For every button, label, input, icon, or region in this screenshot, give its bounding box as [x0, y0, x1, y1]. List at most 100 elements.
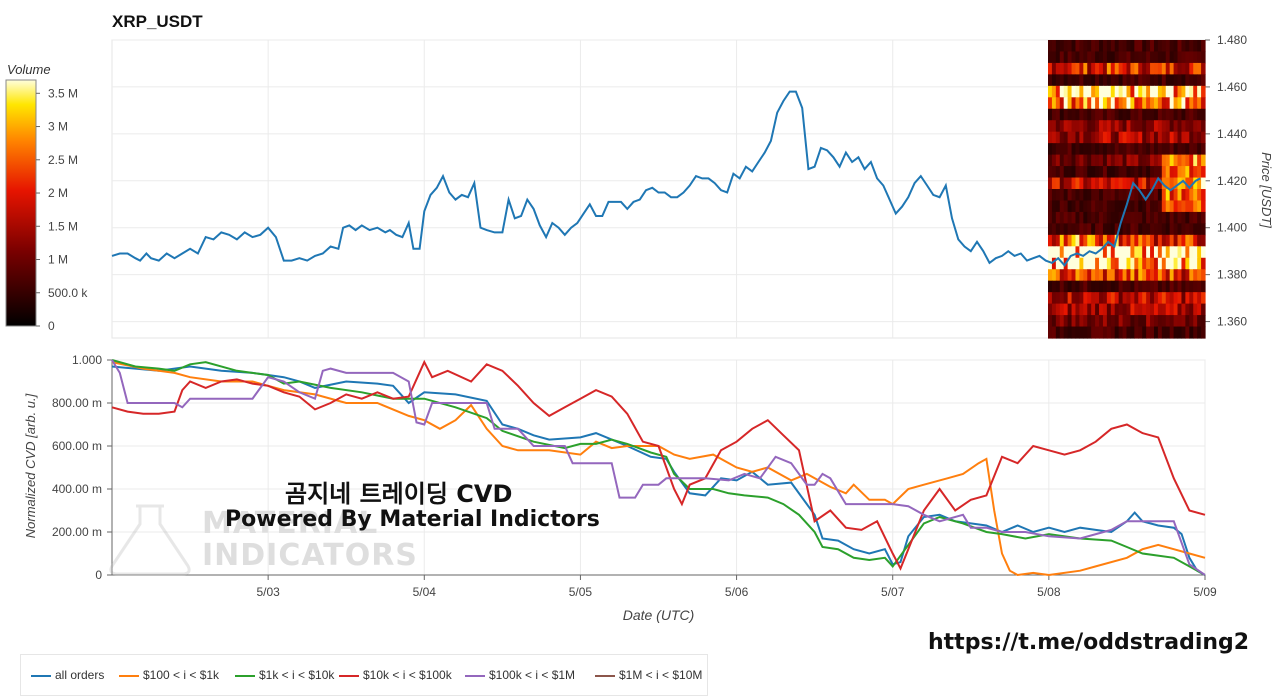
heatmap-cell	[1173, 177, 1179, 190]
legend-item[interactable]: $1k < i < $10k	[235, 668, 334, 682]
heatmap-cell	[1185, 292, 1190, 305]
heatmap-cell	[1122, 326, 1128, 339]
heatmap-cell	[1193, 211, 1198, 224]
heatmap-cell	[1079, 62, 1084, 75]
heatmap-cell	[1067, 97, 1073, 110]
heatmap-cell	[1126, 257, 1132, 270]
x-tick-label: 5/04	[413, 585, 437, 599]
heatmap-cell	[1146, 177, 1151, 190]
legend-item[interactable]: $100k < i < $1M	[465, 668, 575, 682]
heatmap-cell	[1051, 40, 1057, 53]
heatmap-cell	[1079, 246, 1084, 259]
heatmap-cell	[1091, 303, 1096, 316]
heatmap-cell	[1083, 326, 1088, 339]
heatmap-cell	[1106, 257, 1112, 270]
heatmap-cell	[1114, 200, 1120, 213]
heatmap-cell	[1051, 303, 1057, 316]
heatmap-cell	[1063, 120, 1069, 133]
heatmap-cell	[1122, 40, 1128, 53]
colorbar	[5, 79, 37, 327]
heatmap-cell	[1142, 120, 1147, 133]
heatmap-cell	[1181, 303, 1186, 316]
heatmap-cell	[1177, 62, 1183, 75]
heatmap-cell	[1138, 292, 1143, 305]
heatmap-cell	[1059, 177, 1065, 190]
telegram-link[interactable]: https://t.me/oddstrading2	[928, 630, 1250, 655]
heatmap-cell	[1063, 97, 1069, 110]
heatmap-cell	[1063, 40, 1069, 53]
heatmap-cell	[1197, 315, 1202, 328]
heatmap-cell	[1122, 234, 1128, 247]
heatmap-cell	[1102, 234, 1108, 247]
heatmap-cell	[1075, 85, 1080, 98]
heatmap-cell	[1067, 85, 1073, 98]
legend-item[interactable]: $10k < i < $100k	[339, 668, 452, 682]
heatmap-cell	[1181, 326, 1186, 339]
legend-swatch	[119, 674, 139, 677]
heatmap-cell	[1087, 177, 1092, 190]
heatmap-cell	[1118, 326, 1124, 339]
heatmap-cell	[1051, 166, 1057, 179]
legend-item[interactable]: $100 < i < $1k	[119, 668, 219, 682]
heatmap-cell	[1142, 234, 1147, 247]
heatmap-cell	[1157, 177, 1163, 190]
heatmap-cell	[1110, 120, 1116, 133]
heatmap-cell	[1150, 120, 1155, 133]
heatmap-cell	[1177, 74, 1183, 87]
heatmap-cell	[1142, 292, 1147, 305]
heatmap-cell	[1102, 120, 1108, 133]
heatmap-cell	[1130, 143, 1135, 156]
heatmap-cell	[1165, 74, 1171, 87]
price-y-tick-label: 1.460	[1217, 80, 1247, 94]
heatmap-cell	[1177, 120, 1183, 133]
heatmap-cell	[1091, 292, 1096, 305]
heatmap-cell	[1138, 177, 1143, 190]
heatmap-cell	[1157, 108, 1163, 121]
heatmap-cell	[1048, 166, 1053, 179]
legend-item[interactable]: all orders	[31, 668, 104, 682]
heatmap-cell	[1173, 85, 1179, 98]
heatmap-cell	[1114, 143, 1120, 156]
heatmap-cell	[1063, 131, 1069, 144]
heatmap-cell	[1150, 211, 1155, 224]
colorbar-tick-label: 2.5 M	[48, 153, 78, 167]
heatmap-cell	[1126, 143, 1132, 156]
heatmap-cell	[1075, 326, 1080, 339]
heatmap-cell	[1067, 246, 1073, 259]
heatmap-cell	[1048, 315, 1053, 328]
heatmap-cell	[1099, 166, 1104, 179]
heatmap-cell	[1087, 51, 1092, 64]
heatmap-cell	[1181, 292, 1186, 305]
heatmap-cell	[1059, 269, 1065, 282]
heatmap-cell	[1079, 200, 1084, 213]
heatmap-cell	[1087, 62, 1092, 75]
heatmap-cell	[1071, 120, 1077, 133]
heatmap-cell	[1055, 108, 1061, 121]
heatmap-cell	[1138, 315, 1143, 328]
heatmap-cell	[1193, 177, 1198, 190]
heatmap-cell	[1099, 177, 1104, 190]
heatmap-cell	[1146, 223, 1151, 236]
heatmap-cell	[1048, 223, 1053, 236]
heatmap-cell	[1173, 166, 1179, 179]
heatmap-cell	[1189, 131, 1194, 144]
heatmap-cell	[1181, 246, 1186, 259]
heatmap-cell	[1142, 223, 1147, 236]
heatmap-cell	[1185, 177, 1190, 190]
heatmap-cell	[1075, 315, 1080, 328]
heatmap-cell	[1169, 131, 1175, 144]
heatmap-cell	[1095, 200, 1100, 213]
heatmap-cell	[1110, 97, 1116, 110]
cvd-y-tick-label: 400.00 m	[52, 482, 102, 496]
heatmap-cell	[1079, 189, 1084, 202]
heatmap-cell	[1197, 303, 1202, 316]
heatmap-cell	[1079, 269, 1084, 282]
heatmap-cell	[1106, 85, 1112, 98]
heatmap-cell	[1150, 74, 1155, 87]
heatmap-cell	[1177, 280, 1183, 293]
heatmap-cell	[1102, 315, 1108, 328]
legend-item[interactable]: $1M < i < $10M	[595, 668, 702, 682]
heatmap-cell	[1165, 166, 1171, 179]
heatmap-cell	[1083, 280, 1088, 293]
heatmap-cell	[1048, 40, 1053, 53]
